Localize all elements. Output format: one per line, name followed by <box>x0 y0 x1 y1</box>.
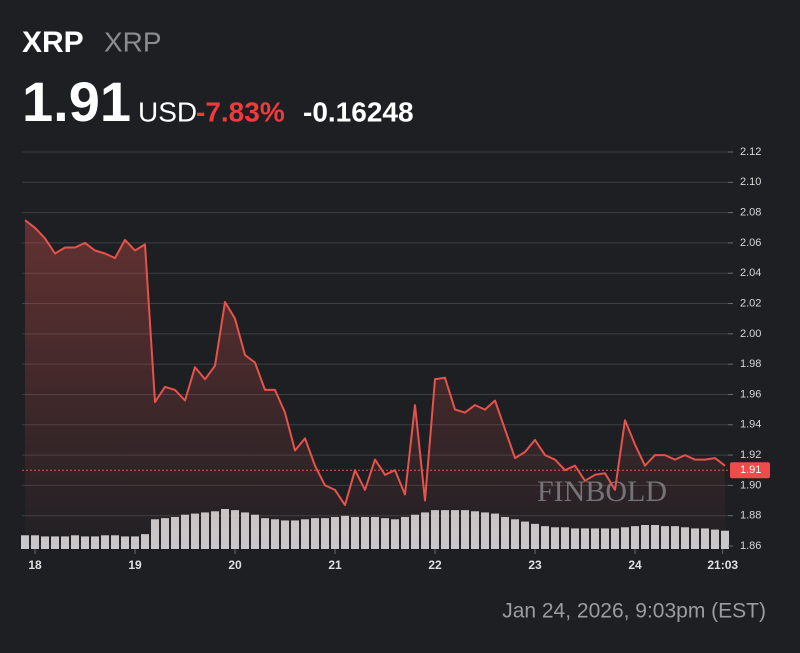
change-percent: -7.83% <box>196 96 285 127</box>
y-tick-label: 1.98 <box>740 358 761 370</box>
y-tick-label: 2.04 <box>740 267 761 279</box>
timestamp: Jan 24, 2026, 9:03pm (EST) <box>502 600 766 623</box>
y-tick-label: 2.06 <box>740 237 761 249</box>
y-tick-label: 2.02 <box>740 297 761 309</box>
currency: USD <box>138 96 197 127</box>
y-tick-label: 1.94 <box>740 419 761 431</box>
x-tick-label: 19 <box>128 558 142 572</box>
x-tick-label: 23 <box>528 558 542 572</box>
x-tick-label: 22 <box>428 558 442 572</box>
symbol: XRP <box>22 26 84 59</box>
y-tick-label: 1.86 <box>740 540 761 552</box>
y-tick-label: 1.88 <box>740 510 761 522</box>
price-line <box>24 219 726 507</box>
y-tick-label: 1.90 <box>740 479 761 491</box>
area-fill <box>25 220 725 546</box>
y-tick-label: 2.10 <box>740 176 761 188</box>
y-tick-label: 1.92 <box>740 449 761 461</box>
y-tick-label: 2.12 <box>740 146 761 158</box>
price: 1.91 <box>22 70 131 133</box>
x-tick-label: 21:03 <box>707 558 738 572</box>
price-marker-box <box>730 462 770 479</box>
x-tick-label: 21 <box>328 558 342 572</box>
y-tick-label: 2.08 <box>740 207 761 219</box>
price-marker-label: 1.91 <box>740 464 761 476</box>
y-tick-label: 2.00 <box>740 328 761 340</box>
x-tick-label: 18 <box>28 558 42 572</box>
change: -0.16248 <box>303 96 414 127</box>
x-tick-label: 20 <box>228 558 242 572</box>
watermark: FINBOLD <box>537 475 667 508</box>
x-tick-label: 24 <box>628 558 642 572</box>
asset-name: XRP <box>104 26 162 57</box>
y-tick-label: 1.96 <box>740 388 761 400</box>
